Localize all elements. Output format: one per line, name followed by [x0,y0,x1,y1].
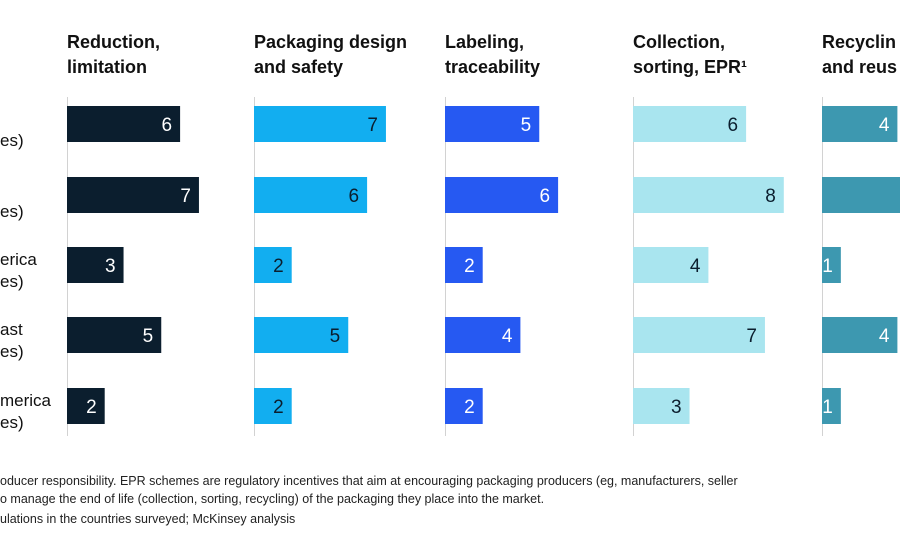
bar-value-label: 6 [162,115,173,136]
bar [633,106,747,142]
row-label: erica es) [0,250,37,291]
bar-value-label: 2 [86,397,97,418]
bar-value-label: 2 [273,397,284,418]
footnote-line-1: oducer responsibility. EPR schemes are r… [0,474,738,488]
footnote-line-3: ulations in the countries surveyed; McKi… [0,512,296,526]
bar-value-label: 5 [143,326,154,347]
bar-value-label: 4 [690,256,701,277]
bar [254,106,386,142]
row-label: merica es) [0,391,52,432]
bar-value-label: 7 [367,115,378,136]
bar [254,317,349,353]
bar [822,317,898,353]
bar [254,247,292,283]
bar-value-label: 4 [879,326,890,347]
bar [445,317,521,353]
bar [822,247,841,283]
bar-value-label: 2 [464,256,475,277]
bar-value-label: 6 [728,115,739,136]
panel-title: Reduction, limitation [67,32,160,77]
bar-value-label: 7 [746,326,757,347]
bar-value-label: 5 [330,326,341,347]
bar [445,106,540,142]
bar-value-label: 2 [464,397,475,418]
bar-value-label: 7 [180,186,191,207]
footnote-line-2: o manage the end of life (collection, so… [0,492,545,506]
bar [822,106,898,142]
bar [67,317,162,353]
bar-value-label: 4 [879,115,890,136]
bar-value-label: 8 [765,186,776,207]
chart: es) es) erica es) ast es) merica es) Reduction, l… [0,32,900,436]
bar [254,388,292,424]
bar [67,177,199,213]
bar [633,247,709,283]
bar-value-label: 1 [822,256,833,277]
bar-value-label: 1 [822,397,833,418]
bar [67,106,181,142]
row-label: es) [0,131,24,150]
panel-title: Labeling, traceability [445,32,540,77]
bar [822,388,841,424]
bar [254,177,368,213]
panel-title: Packaging design and safety [254,32,407,77]
bar-value-label: 3 [105,256,116,277]
bar-value-label: 4 [502,326,513,347]
bar [633,177,784,213]
row-label: ast es) [0,320,24,361]
row-label: es) [0,202,24,221]
bar [633,388,690,424]
panel-title: Collection, sorting, EPR¹ [633,32,747,77]
panel-title: Recyclin and reus [822,32,897,77]
bar [67,247,124,283]
bar [67,388,105,424]
bar [445,177,559,213]
bar [445,247,483,283]
bar-value-label: 6 [349,186,360,207]
bar-value-label: 3 [671,397,682,418]
bar [822,177,900,213]
bar [633,317,765,353]
bar [445,388,483,424]
bar-value-label: 5 [521,115,532,136]
bar-value-label: 6 [540,186,551,207]
bar-value-label: 2 [273,256,284,277]
